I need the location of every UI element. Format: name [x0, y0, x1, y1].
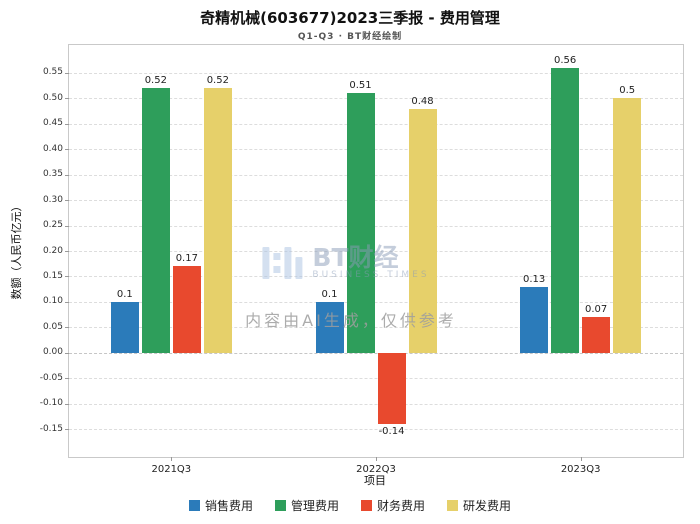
- x-tick-label: 2022Q3: [356, 464, 396, 475]
- y-tick-mark: [65, 301, 69, 303]
- bar-value-label: 0.52: [206, 75, 229, 87]
- plot-area: -0.15 -0.10 -0.05 0.00 0.05 0.10 0.15 0.20 0.25 0…: [40, 44, 684, 475]
- gridline: [69, 276, 683, 278]
- bar-value-label: -0.14: [378, 425, 405, 437]
- gridline: [69, 403, 683, 405]
- x-tick-label: 2021Q3: [151, 464, 192, 475]
- gridline: [69, 352, 683, 354]
- chart-subtitle: Q1-Q3 · BT财经绘制: [297, 32, 403, 42]
- legend-swatch: [447, 500, 459, 511]
- bar-s1-c1: [346, 93, 375, 353]
- bar-value-label: 0.48: [411, 95, 434, 107]
- gridline: [69, 429, 683, 431]
- gridline: [69, 149, 683, 151]
- y-tick-label: 0.15: [42, 270, 63, 281]
- bar-value-label: 0.17: [175, 253, 198, 265]
- legend-item-1: 管理费用: [274, 497, 339, 514]
- y-tick-mark: [65, 72, 69, 74]
- y-tick-mark: [65, 251, 69, 252]
- legend-label: 管理费用: [290, 499, 339, 513]
- bar-value-label: 0.51: [349, 80, 372, 92]
- y-tick-label: 0.25: [42, 220, 63, 231]
- x-tick-mark: [376, 457, 377, 461]
- legend-swatch: [361, 500, 372, 511]
- y-tick-label: 0.35: [42, 169, 63, 180]
- y-tick-label: 0.05: [42, 321, 63, 332]
- gridline: [69, 225, 683, 227]
- y-tick-label: 0.00: [42, 347, 63, 358]
- chart-title: 奇精机械(603677)2023三季报 - 费用管理: [200, 9, 500, 27]
- y-tick-label: 0.20: [42, 245, 63, 256]
- legend-item-3: 研发费用: [447, 497, 511, 514]
- legend-item-0: 销售费用: [188, 497, 253, 514]
- legend-swatch: [274, 500, 286, 511]
- y-tick-label: 0.10: [42, 296, 63, 307]
- bar-value-label: 0.13: [523, 273, 546, 285]
- gridline: [69, 72, 683, 74]
- y-tick-mark: [65, 327, 69, 329]
- y-tick-mark: [65, 149, 69, 151]
- bar-s0-c1: [315, 301, 344, 353]
- gridline: [69, 301, 683, 303]
- legend-label: 销售费用: [204, 499, 253, 513]
- legend-swatch: [188, 500, 200, 511]
- x-axis-title: 项目: [364, 474, 386, 487]
- y-tick-mark: [65, 378, 69, 380]
- y-tick-mark: [65, 98, 69, 100]
- y-tick-label: -0.15: [39, 423, 63, 434]
- y-tick-mark: [65, 200, 69, 202]
- x-tick-label: 2023Q3: [560, 464, 601, 475]
- bar-value-label: 0.07: [585, 304, 608, 316]
- y-tick-mark: [65, 276, 69, 278]
- gridline: [69, 174, 683, 176]
- x-tick-mark: [580, 457, 582, 461]
- bar-s1-c0: [141, 88, 170, 353]
- bar-s3-c0: [203, 88, 232, 353]
- y-tick-mark: [65, 123, 69, 125]
- gridline: [69, 378, 683, 380]
- legend: 销售费用 管理费用 财务费用 研发费用: [0, 497, 700, 514]
- bar-s3-c1: [408, 108, 437, 353]
- y-tick-mark: [65, 352, 69, 354]
- y-tick-label: 0.45: [42, 118, 63, 129]
- gridline: [69, 200, 683, 202]
- bar-s1-c2: [551, 67, 580, 353]
- y-tick-mark: [65, 174, 69, 176]
- bar-value-label: 0.1: [116, 288, 133, 300]
- bar-s3-c2: [613, 98, 642, 353]
- gridline: [69, 123, 683, 125]
- bar-value-label: 0.1: [321, 288, 338, 300]
- y-tick-label: 0.50: [42, 92, 63, 103]
- y-tick-label: -0.10: [39, 398, 63, 409]
- y-tick-mark: [65, 403, 69, 405]
- bar-value-label: 0.5: [619, 85, 636, 97]
- y-axis-title: 数额（人民币亿元）: [10, 200, 23, 300]
- legend-label: 研发费用: [463, 499, 512, 513]
- x-tick-mark: [171, 457, 173, 461]
- bar-s0-c0: [110, 301, 139, 353]
- y-tick-label: 0.30: [42, 194, 63, 205]
- bar-s2-c0: [172, 266, 201, 353]
- bar-value-label: 0.56: [554, 54, 577, 66]
- y-tick-mark: [65, 225, 69, 227]
- legend-label: 财务费用: [377, 499, 426, 513]
- y-tick-label: 0.40: [42, 143, 63, 154]
- y-tick-label: 0.55: [42, 67, 63, 78]
- y-tick-mark: [65, 429, 69, 431]
- y-tick-label: -0.05: [39, 372, 63, 383]
- legend-item-2: 财务费用: [361, 497, 425, 514]
- gridline: [69, 98, 683, 100]
- bar-value-label: 0.52: [144, 75, 167, 87]
- gridline: [69, 327, 683, 329]
- gridline: [69, 251, 683, 252]
- bar-s2-c2: [582, 317, 611, 353]
- bar-s0-c2: [520, 286, 549, 353]
- bar-s2-c1: [377, 352, 406, 424]
